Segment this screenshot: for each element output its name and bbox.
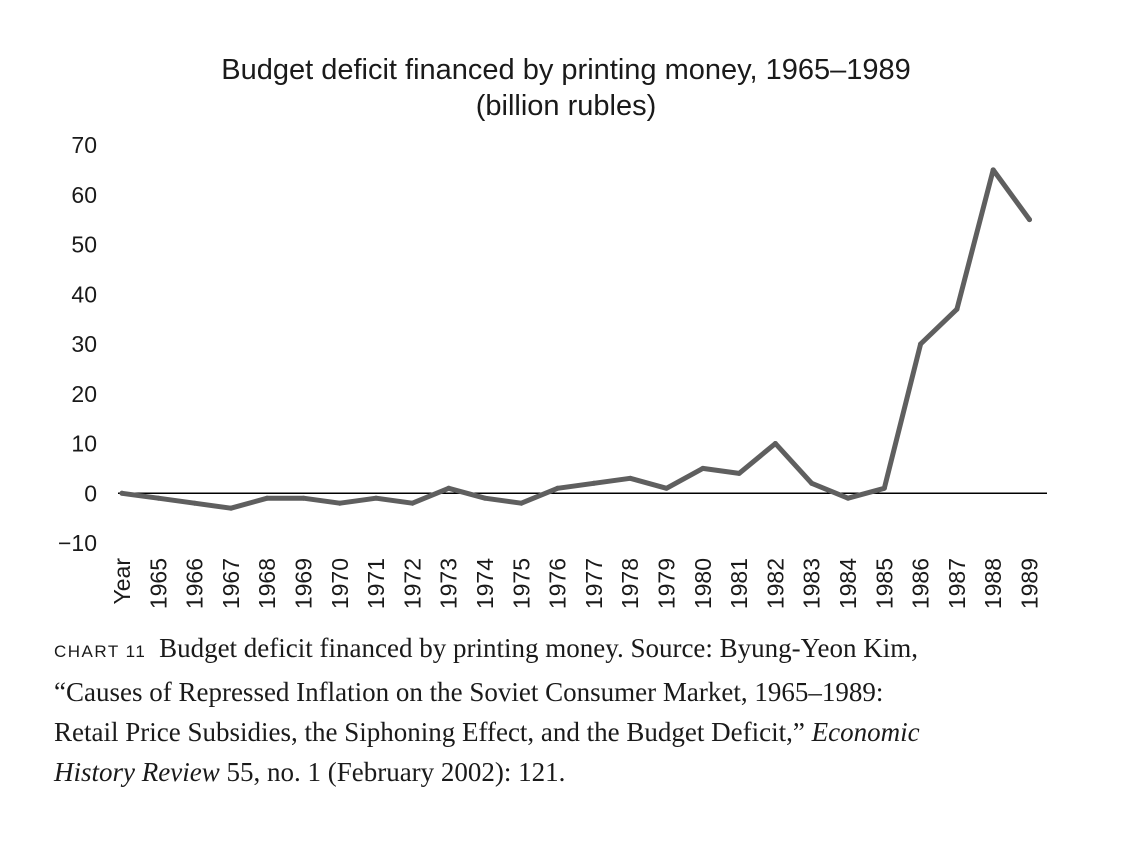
data-point (772, 441, 778, 446)
x-tick-label: 1980 (690, 558, 716, 609)
x-tick-label: 1976 (545, 558, 571, 609)
data-point (518, 500, 524, 506)
data-point (446, 485, 452, 491)
y-axis-ticks: 70 60 50 40 30 20 10 0 −10 (58, 132, 97, 556)
data-point (192, 500, 198, 506)
data-point (627, 475, 633, 481)
caption-text-3: Retail Price Subsidies, the Siphoning Ef… (54, 717, 812, 747)
data-point (119, 490, 125, 496)
x-tick-label: 1982 (762, 558, 788, 609)
x-tick-label: 1988 (980, 558, 1006, 609)
data-point (881, 485, 887, 491)
data-point (555, 485, 561, 491)
x-tick-label: 1965 (145, 558, 171, 609)
x-tick-label: 1985 (871, 558, 897, 609)
y-tick-label: −10 (58, 530, 97, 556)
x-tick-label: 1986 (908, 558, 934, 609)
data-point (954, 306, 960, 312)
data-point (990, 167, 996, 173)
caption-text-1: Budget deficit financed by printing mone… (159, 633, 918, 663)
data-point (591, 480, 597, 486)
data-point (264, 495, 270, 501)
x-tick-label: 1972 (399, 558, 425, 609)
y-tick-label: 40 (71, 281, 97, 307)
y-tick-label: 0 (84, 480, 97, 506)
x-tick-label: 1977 (581, 558, 607, 609)
x-tick-label: 1971 (363, 558, 389, 609)
caption-text-4: 55, no. 1 (February 2002): 121. (219, 757, 566, 787)
data-point (482, 495, 488, 501)
x-axis-label: Year (109, 558, 135, 605)
chart-subtitle: (billion rubles) (475, 90, 657, 122)
data-point (700, 465, 706, 471)
data-points (119, 167, 1032, 511)
x-tick-label: 1989 (1017, 558, 1043, 609)
x-tick-label: 1979 (654, 558, 680, 609)
data-point (337, 500, 343, 506)
y-tick-label: 60 (71, 182, 97, 208)
chart-caption: CHART 11 Budget deficit financed by prin… (54, 628, 1054, 792)
data-point (1027, 217, 1032, 223)
x-axis-ticks: Year 1965 1966 1967 1968 1969 1970 1971 1972 1973… (109, 558, 1043, 610)
caption-journal-1: Economic (811, 717, 920, 747)
chart-title-block: Budget deficit financed by printing mone… (0, 52, 1128, 124)
series-line (119, 167, 1032, 511)
x-tick-label: 1987 (944, 558, 970, 609)
y-tick-label: 30 (71, 331, 97, 357)
caption-text-2: “Causes of Repressed Inflation on the So… (54, 677, 884, 707)
data-point (845, 495, 851, 501)
chart-title: Budget deficit financed by printing mone… (221, 54, 911, 86)
x-tick-label: 1968 (254, 558, 280, 609)
x-tick-label: 1975 (508, 558, 534, 609)
x-tick-label: 1967 (218, 558, 244, 609)
data-point (155, 495, 161, 501)
data-point (736, 470, 742, 476)
caption-label: CHART 11 (54, 642, 147, 661)
x-tick-label: 1984 (835, 558, 861, 609)
x-tick-label: 1970 (327, 558, 353, 609)
x-tick-label: 1966 (182, 558, 208, 609)
x-tick-label: 1969 (291, 558, 317, 609)
y-tick-label: 70 (71, 132, 97, 158)
x-tick-label: 1973 (436, 558, 462, 609)
x-tick-label: 1981 (726, 558, 752, 609)
data-point (228, 505, 234, 511)
x-tick-label: 1978 (617, 558, 643, 609)
y-tick-label: 20 (71, 381, 97, 407)
data-point (809, 480, 815, 486)
data-point (918, 341, 924, 347)
data-point (664, 485, 669, 491)
y-tick-label: 50 (71, 232, 97, 258)
data-point (301, 495, 306, 501)
y-tick-label: 10 (71, 431, 97, 457)
data-point (409, 500, 415, 506)
data-point (373, 495, 379, 501)
x-tick-label: 1974 (472, 558, 498, 609)
x-tick-label: 1983 (799, 558, 825, 609)
caption-journal-2: History Review (54, 757, 220, 787)
